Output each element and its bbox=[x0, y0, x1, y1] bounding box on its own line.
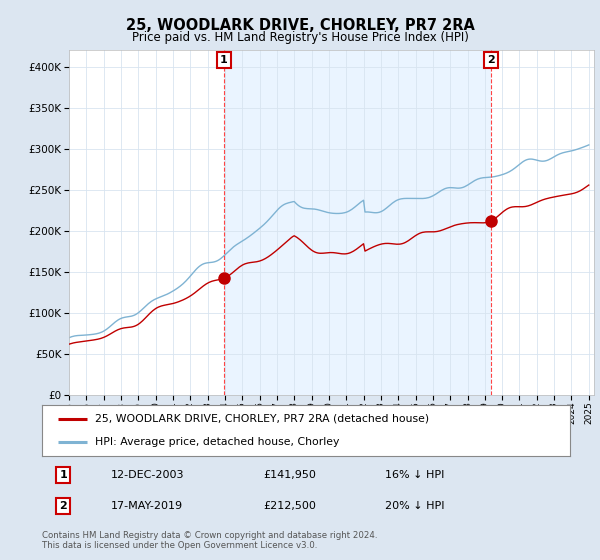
Text: Price paid vs. HM Land Registry's House Price Index (HPI): Price paid vs. HM Land Registry's House … bbox=[131, 31, 469, 44]
Text: 17-MAY-2019: 17-MAY-2019 bbox=[110, 501, 183, 511]
Text: £141,950: £141,950 bbox=[264, 470, 317, 480]
Text: 25, WOODLARK DRIVE, CHORLEY, PR7 2RA: 25, WOODLARK DRIVE, CHORLEY, PR7 2RA bbox=[125, 18, 475, 33]
Text: 12-DEC-2003: 12-DEC-2003 bbox=[110, 470, 184, 480]
Text: 2: 2 bbox=[59, 501, 67, 511]
Text: 16% ↓ HPI: 16% ↓ HPI bbox=[385, 470, 445, 480]
Text: 1: 1 bbox=[220, 55, 227, 66]
Text: 25, WOODLARK DRIVE, CHORLEY, PR7 2RA (detached house): 25, WOODLARK DRIVE, CHORLEY, PR7 2RA (de… bbox=[95, 414, 429, 424]
Text: Contains HM Land Registry data © Crown copyright and database right 2024.
This d: Contains HM Land Registry data © Crown c… bbox=[42, 531, 377, 550]
Text: 1: 1 bbox=[59, 470, 67, 480]
Text: £212,500: £212,500 bbox=[264, 501, 317, 511]
Text: HPI: Average price, detached house, Chorley: HPI: Average price, detached house, Chor… bbox=[95, 437, 339, 447]
Text: 20% ↓ HPI: 20% ↓ HPI bbox=[385, 501, 445, 511]
Text: 2: 2 bbox=[488, 55, 496, 66]
Bar bbox=[224, 50, 491, 395]
